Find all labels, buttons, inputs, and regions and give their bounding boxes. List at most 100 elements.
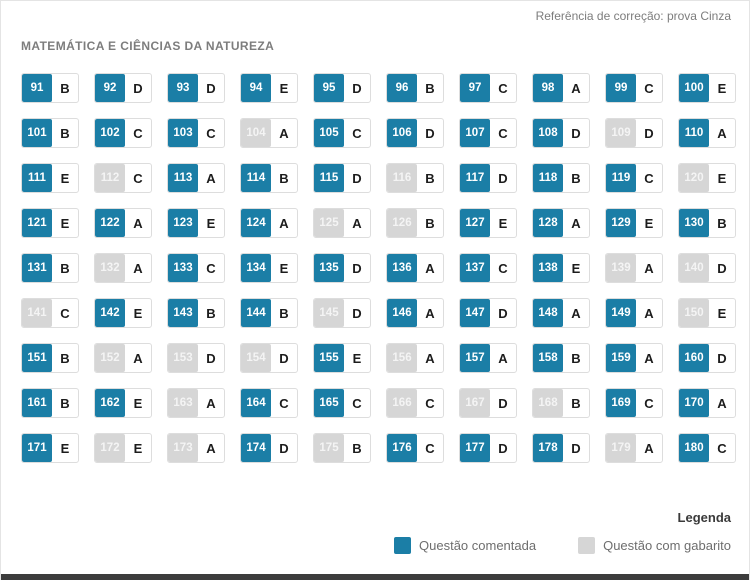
question-cell-149[interactable]: 149 A [605, 298, 663, 328]
question-number-badge: 152 [95, 344, 125, 372]
question-number-badge: 106 [387, 119, 417, 147]
question-cell-142[interactable]: 142 E [94, 298, 152, 328]
question-cell-162[interactable]: 162 E [94, 388, 152, 418]
question-cell-174[interactable]: 174 D [240, 433, 298, 463]
question-answer-letter: D [279, 440, 289, 456]
question-cell-170[interactable]: 170 A [678, 388, 736, 418]
question-number-badge: 119 [606, 164, 636, 192]
question-cell-105[interactable]: 105 C [313, 118, 371, 148]
question-cell-158[interactable]: 158 B [532, 343, 590, 373]
question-cell-119[interactable]: 119 C [605, 163, 663, 193]
question-cell-151[interactable]: 151 B [21, 343, 79, 373]
question-cell-101[interactable]: 101 B [21, 118, 79, 148]
question-cell-169[interactable]: 169 C [605, 388, 663, 418]
question-cell-137[interactable]: 137 C [459, 253, 517, 283]
question-cell-155[interactable]: 155 E [313, 343, 371, 373]
question-cell-133[interactable]: 133 C [167, 253, 225, 283]
question-cell-176[interactable]: 176 C [386, 433, 444, 463]
question-cell-127[interactable]: 127 E [459, 208, 517, 238]
question-number-badge: 94 [241, 74, 271, 102]
question-cell-164[interactable]: 164 C [240, 388, 298, 418]
question-cell-93[interactable]: 93 D [167, 73, 225, 103]
question-cell-96[interactable]: 96 B [386, 73, 444, 103]
question-cell-146[interactable]: 146 A [386, 298, 444, 328]
question-cell-117[interactable]: 117 D [459, 163, 517, 193]
question-number-badge: 167 [460, 389, 490, 417]
question-cell-171[interactable]: 171 E [21, 433, 79, 463]
question-cell-99[interactable]: 99 C [605, 73, 663, 103]
question-number-badge: 142 [95, 299, 125, 327]
question-cell-97[interactable]: 97 C [459, 73, 517, 103]
question-cell-157[interactable]: 157 A [459, 343, 517, 373]
question-answer-letter: A [571, 80, 581, 96]
question-number-badge: 103 [168, 119, 198, 147]
question-answer-letter: E [133, 395, 143, 411]
question-cell-123[interactable]: 123 E [167, 208, 225, 238]
question-cell-114[interactable]: 114 B [240, 163, 298, 193]
question-number-badge: 121 [22, 209, 52, 237]
question-cell-147[interactable]: 147 D [459, 298, 517, 328]
question-cell-91[interactable]: 91 B [21, 73, 79, 103]
question-cell-110[interactable]: 110 A [678, 118, 736, 148]
question-number-badge: 127 [460, 209, 490, 237]
question-answer-letter: A [206, 395, 216, 411]
question-number-badge: 92 [95, 74, 125, 102]
question-cell-136[interactable]: 136 A [386, 253, 444, 283]
question-cell-141: 141 C [21, 298, 79, 328]
question-answer-letter: C [498, 80, 508, 96]
question-cell-103[interactable]: 103 C [167, 118, 225, 148]
question-cell-118[interactable]: 118 B [532, 163, 590, 193]
question-answer-letter: A [425, 305, 435, 321]
question-cell-113[interactable]: 113 A [167, 163, 225, 193]
question-cell-177[interactable]: 177 D [459, 433, 517, 463]
question-answer-letter: D [498, 395, 508, 411]
question-answer-letter: B [60, 80, 70, 96]
question-cell-124[interactable]: 124 A [240, 208, 298, 238]
question-cell-106[interactable]: 106 D [386, 118, 444, 148]
question-cell-143[interactable]: 143 B [167, 298, 225, 328]
question-cell-135[interactable]: 135 D [313, 253, 371, 283]
question-cell-159[interactable]: 159 A [605, 343, 663, 373]
question-cell-150: 150 E [678, 298, 736, 328]
question-cell-100[interactable]: 100 E [678, 73, 736, 103]
question-cell-94[interactable]: 94 E [240, 73, 298, 103]
question-cell-115[interactable]: 115 D [313, 163, 371, 193]
question-cell-128[interactable]: 128 A [532, 208, 590, 238]
question-cell-131[interactable]: 131 B [21, 253, 79, 283]
question-number-badge: 128 [533, 209, 563, 237]
question-cell-129[interactable]: 129 E [605, 208, 663, 238]
question-cell-180[interactable]: 180 C [678, 433, 736, 463]
question-cell-160[interactable]: 160 D [678, 343, 736, 373]
question-cell-138[interactable]: 138 E [532, 253, 590, 283]
question-cell-108[interactable]: 108 D [532, 118, 590, 148]
question-cell-165[interactable]: 165 C [313, 388, 371, 418]
legend-item-gabarito: Questão com gabarito [578, 537, 731, 554]
question-answer-letter: A [644, 350, 654, 366]
question-answer-letter: C [133, 125, 143, 141]
question-cell-148[interactable]: 148 A [532, 298, 590, 328]
question-cell-161[interactable]: 161 B [21, 388, 79, 418]
question-cell-102[interactable]: 102 C [94, 118, 152, 148]
question-cell-154: 154 D [240, 343, 298, 373]
question-cell-98[interactable]: 98 A [532, 73, 590, 103]
question-cell-134[interactable]: 134 E [240, 253, 298, 283]
question-cell-130[interactable]: 130 B [678, 208, 736, 238]
question-answer-letter: D [717, 350, 727, 366]
question-answer-letter: C [352, 395, 362, 411]
question-number-badge: 144 [241, 299, 271, 327]
question-answer-letter: D [571, 440, 581, 456]
question-cell-92[interactable]: 92 D [94, 73, 152, 103]
question-cell-122[interactable]: 122 A [94, 208, 152, 238]
question-number-badge: 171 [22, 434, 52, 462]
question-cell-178[interactable]: 178 D [532, 433, 590, 463]
legend-title: Legenda [677, 510, 731, 525]
question-cell-144[interactable]: 144 B [240, 298, 298, 328]
question-cell-121[interactable]: 121 E [21, 208, 79, 238]
question-cell-107[interactable]: 107 C [459, 118, 517, 148]
question-cell-111[interactable]: 111 E [21, 163, 79, 193]
question-number-badge: 147 [460, 299, 490, 327]
question-cell-95[interactable]: 95 D [313, 73, 371, 103]
question-number-badge: 155 [314, 344, 344, 372]
question-answer-letter: B [571, 350, 581, 366]
question-answer-letter: E [279, 80, 289, 96]
